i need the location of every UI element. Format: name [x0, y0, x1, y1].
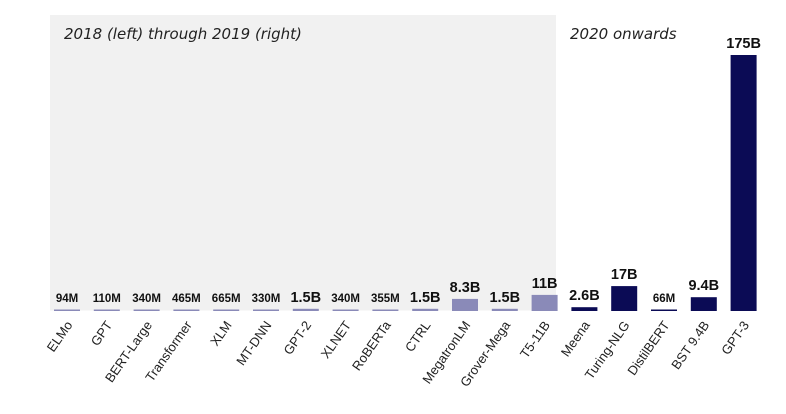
- bar-xlnet: [332, 309, 359, 311]
- value-label-gpt-2: 1.5B: [290, 290, 321, 306]
- value-label-bst-9-4b: 9.4B: [688, 278, 719, 294]
- value-label-xlnet: 340M: [331, 293, 360, 305]
- bar-grover-mega: [491, 308, 518, 311]
- value-label-grover-mega: 1.5B: [489, 290, 520, 306]
- bar-transformer: [173, 309, 200, 311]
- region-label-2018-2019: 2018 (left) through 2019 (right): [64, 25, 302, 43]
- bar-gpt-2: [292, 308, 319, 311]
- bar-mt-dnn: [253, 309, 279, 311]
- tick-label-roberta: RoBERTa: [349, 317, 394, 373]
- tick-label-bst-9-4b: BST 9.4B: [668, 318, 712, 372]
- bar-bst-9-4b: [690, 297, 717, 311]
- value-label-ctrl: 1.5B: [410, 290, 441, 306]
- value-label-turing-nlg: 17B: [611, 267, 638, 283]
- value-label-mt-dnn: 330M: [252, 293, 281, 305]
- value-label-t5-11b: 11B: [532, 276, 558, 292]
- value-label-distilbert: 66M: [653, 293, 675, 305]
- tick-label-t5-11b: T5-11B: [517, 318, 553, 361]
- region-label-2020-onwards: 2020 onwards: [570, 25, 677, 43]
- bar-ctrl: [412, 308, 439, 311]
- value-label-roberta: 355M: [371, 293, 400, 305]
- tick-label-gpt-3: GPT-3: [718, 318, 752, 357]
- value-label-transformer: 465M: [172, 293, 201, 305]
- bars-layer: [54, 55, 757, 311]
- bar-t5-11b: [531, 294, 558, 311]
- bar-xlm: [213, 309, 240, 311]
- value-label-bert-large: 340M: [132, 293, 161, 305]
- bar-elmo: [54, 309, 80, 311]
- value-label-gpt: 110M: [93, 293, 121, 305]
- bar-gpt-3: [730, 55, 757, 311]
- bar-distilbert: [651, 309, 677, 311]
- value-label-xlm: 665M: [212, 293, 241, 305]
- value-labels-layer: 94M 110M 340M 465M 665M 330M 1.5B 340M 355M 1.5B 8…: [56, 36, 761, 306]
- tick-label-ctrl: CTRL: [402, 318, 434, 354]
- region-2018-2019-background: [50, 15, 556, 311]
- tick-label-mt-dnn: MT-DNN: [233, 318, 274, 368]
- tick-label-elmo: ELMo: [44, 318, 76, 354]
- value-label-meena: 2.6B: [569, 288, 600, 304]
- tick-label-gpt-2: GPT-2: [280, 318, 314, 357]
- bar-megatronlm: [452, 298, 478, 311]
- bar-turing-nlg: [611, 286, 638, 311]
- bar-meena: [571, 307, 598, 311]
- tick-label-xlm: XLM: [207, 318, 235, 349]
- value-label-megatronlm: 8.3B: [450, 280, 481, 296]
- tick-label-gpt: GPT: [88, 318, 116, 349]
- tick-label-meena: Meena: [558, 317, 594, 359]
- bar-bert-large: [133, 309, 160, 311]
- tick-label-xlnet: XLNET: [318, 318, 354, 361]
- bar-roberta: [372, 309, 399, 311]
- bar-gpt: [93, 309, 120, 311]
- value-label-gpt-3: 175B: [726, 36, 761, 52]
- value-label-elmo: 94M: [56, 293, 78, 305]
